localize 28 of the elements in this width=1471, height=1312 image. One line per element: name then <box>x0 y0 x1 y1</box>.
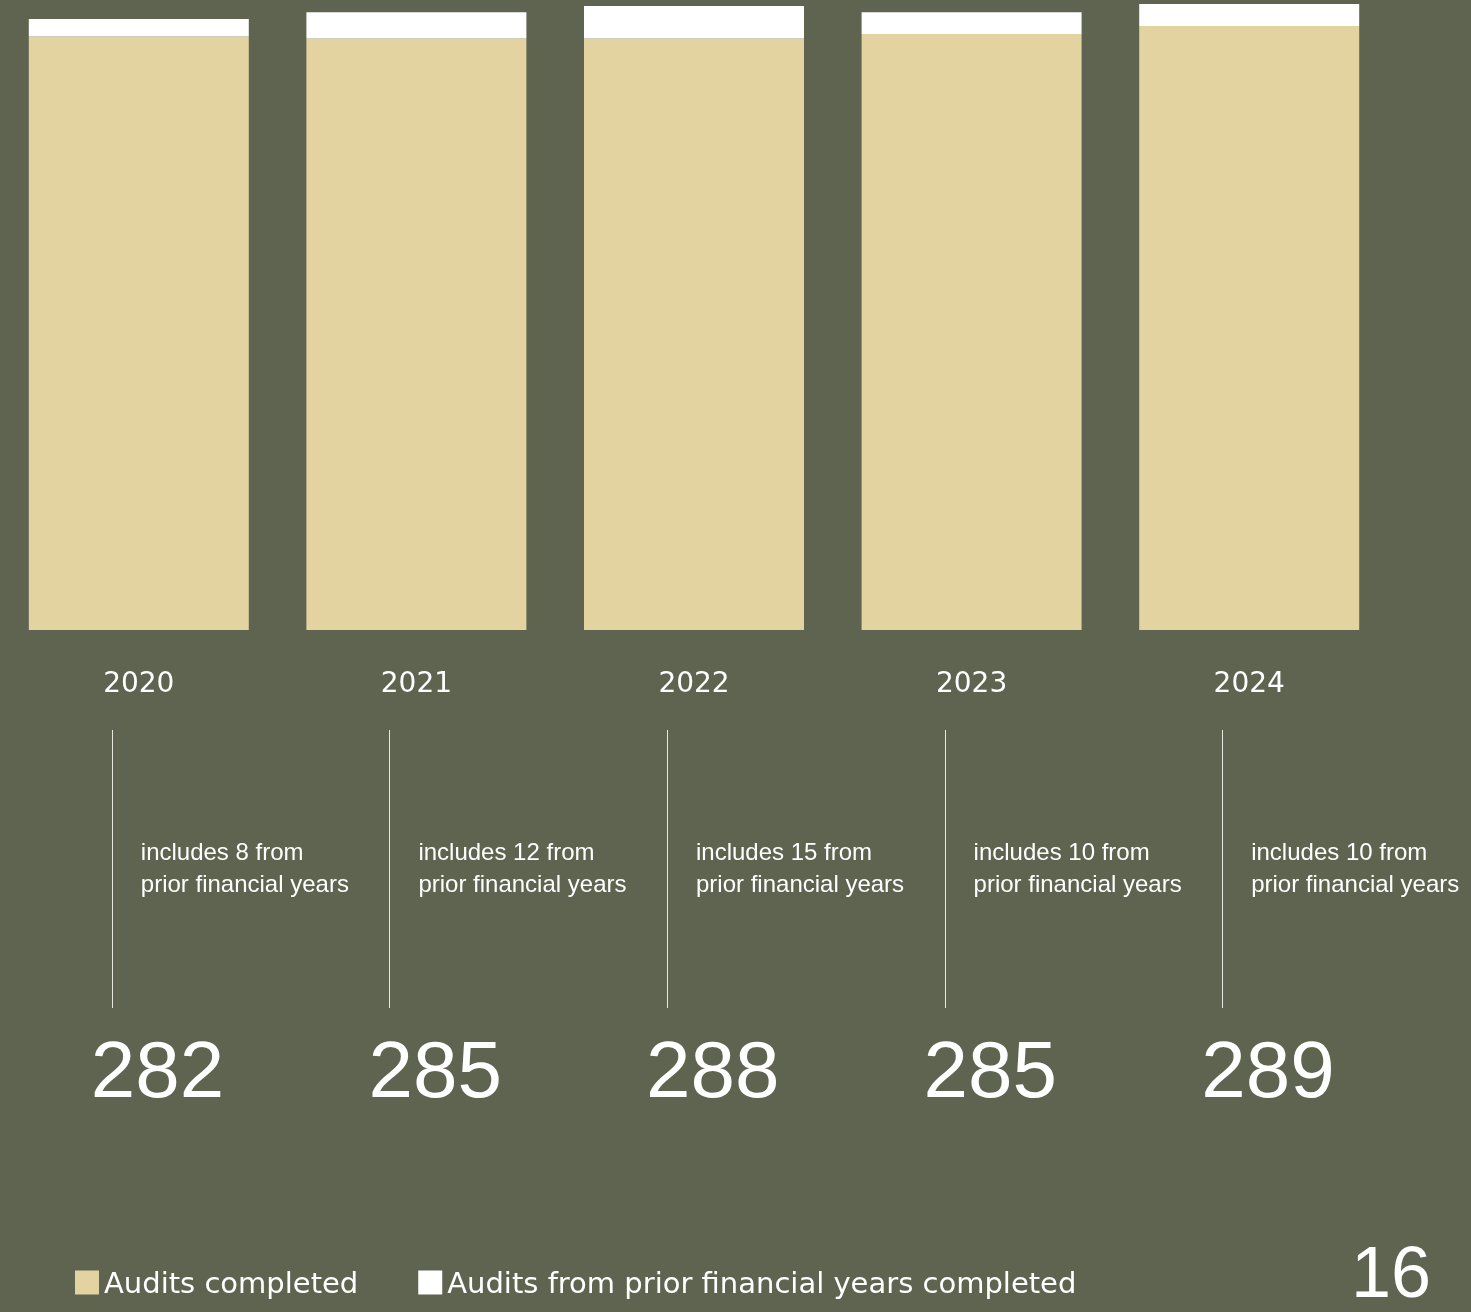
bar <box>28 36 249 630</box>
bar <box>306 12 527 39</box>
legend-label: Audits completed <box>104 1265 359 1300</box>
x-tick-label: 2020 <box>103 665 175 699</box>
text: includes 10 from prior financial years <box>973 837 1183 899</box>
bar <box>1139 4 1360 26</box>
bar <box>1139 25 1360 630</box>
text: includes 12 from prior financial years <box>418 837 628 899</box>
text: 289 <box>1201 1025 1335 1114</box>
x-tick-label: 2022 <box>658 665 730 699</box>
text: 285 <box>368 1025 502 1114</box>
bar <box>861 34 1082 630</box>
x-tick-label: 2024 <box>1213 665 1285 699</box>
bar <box>861 12 1082 35</box>
text: 282 <box>90 1025 225 1114</box>
x-tick-label: 2023 <box>935 665 1008 699</box>
x-tick-label: 2021 <box>380 665 453 699</box>
text: includes 8 from prior financial years <box>140 837 350 899</box>
bar <box>306 38 527 630</box>
bar <box>28 19 249 37</box>
text: 285 <box>923 1025 1058 1114</box>
bar <box>584 38 804 630</box>
legend-label: Audits from prior financial years completed <box>447 1265 1077 1300</box>
text: includes 15 from prior financial years <box>696 837 906 899</box>
bar <box>584 5 804 39</box>
text: includes 10 from prior financial years <box>1251 837 1461 899</box>
text: 288 <box>646 1025 780 1114</box>
text: 16 <box>1350 1232 1431 1312</box>
